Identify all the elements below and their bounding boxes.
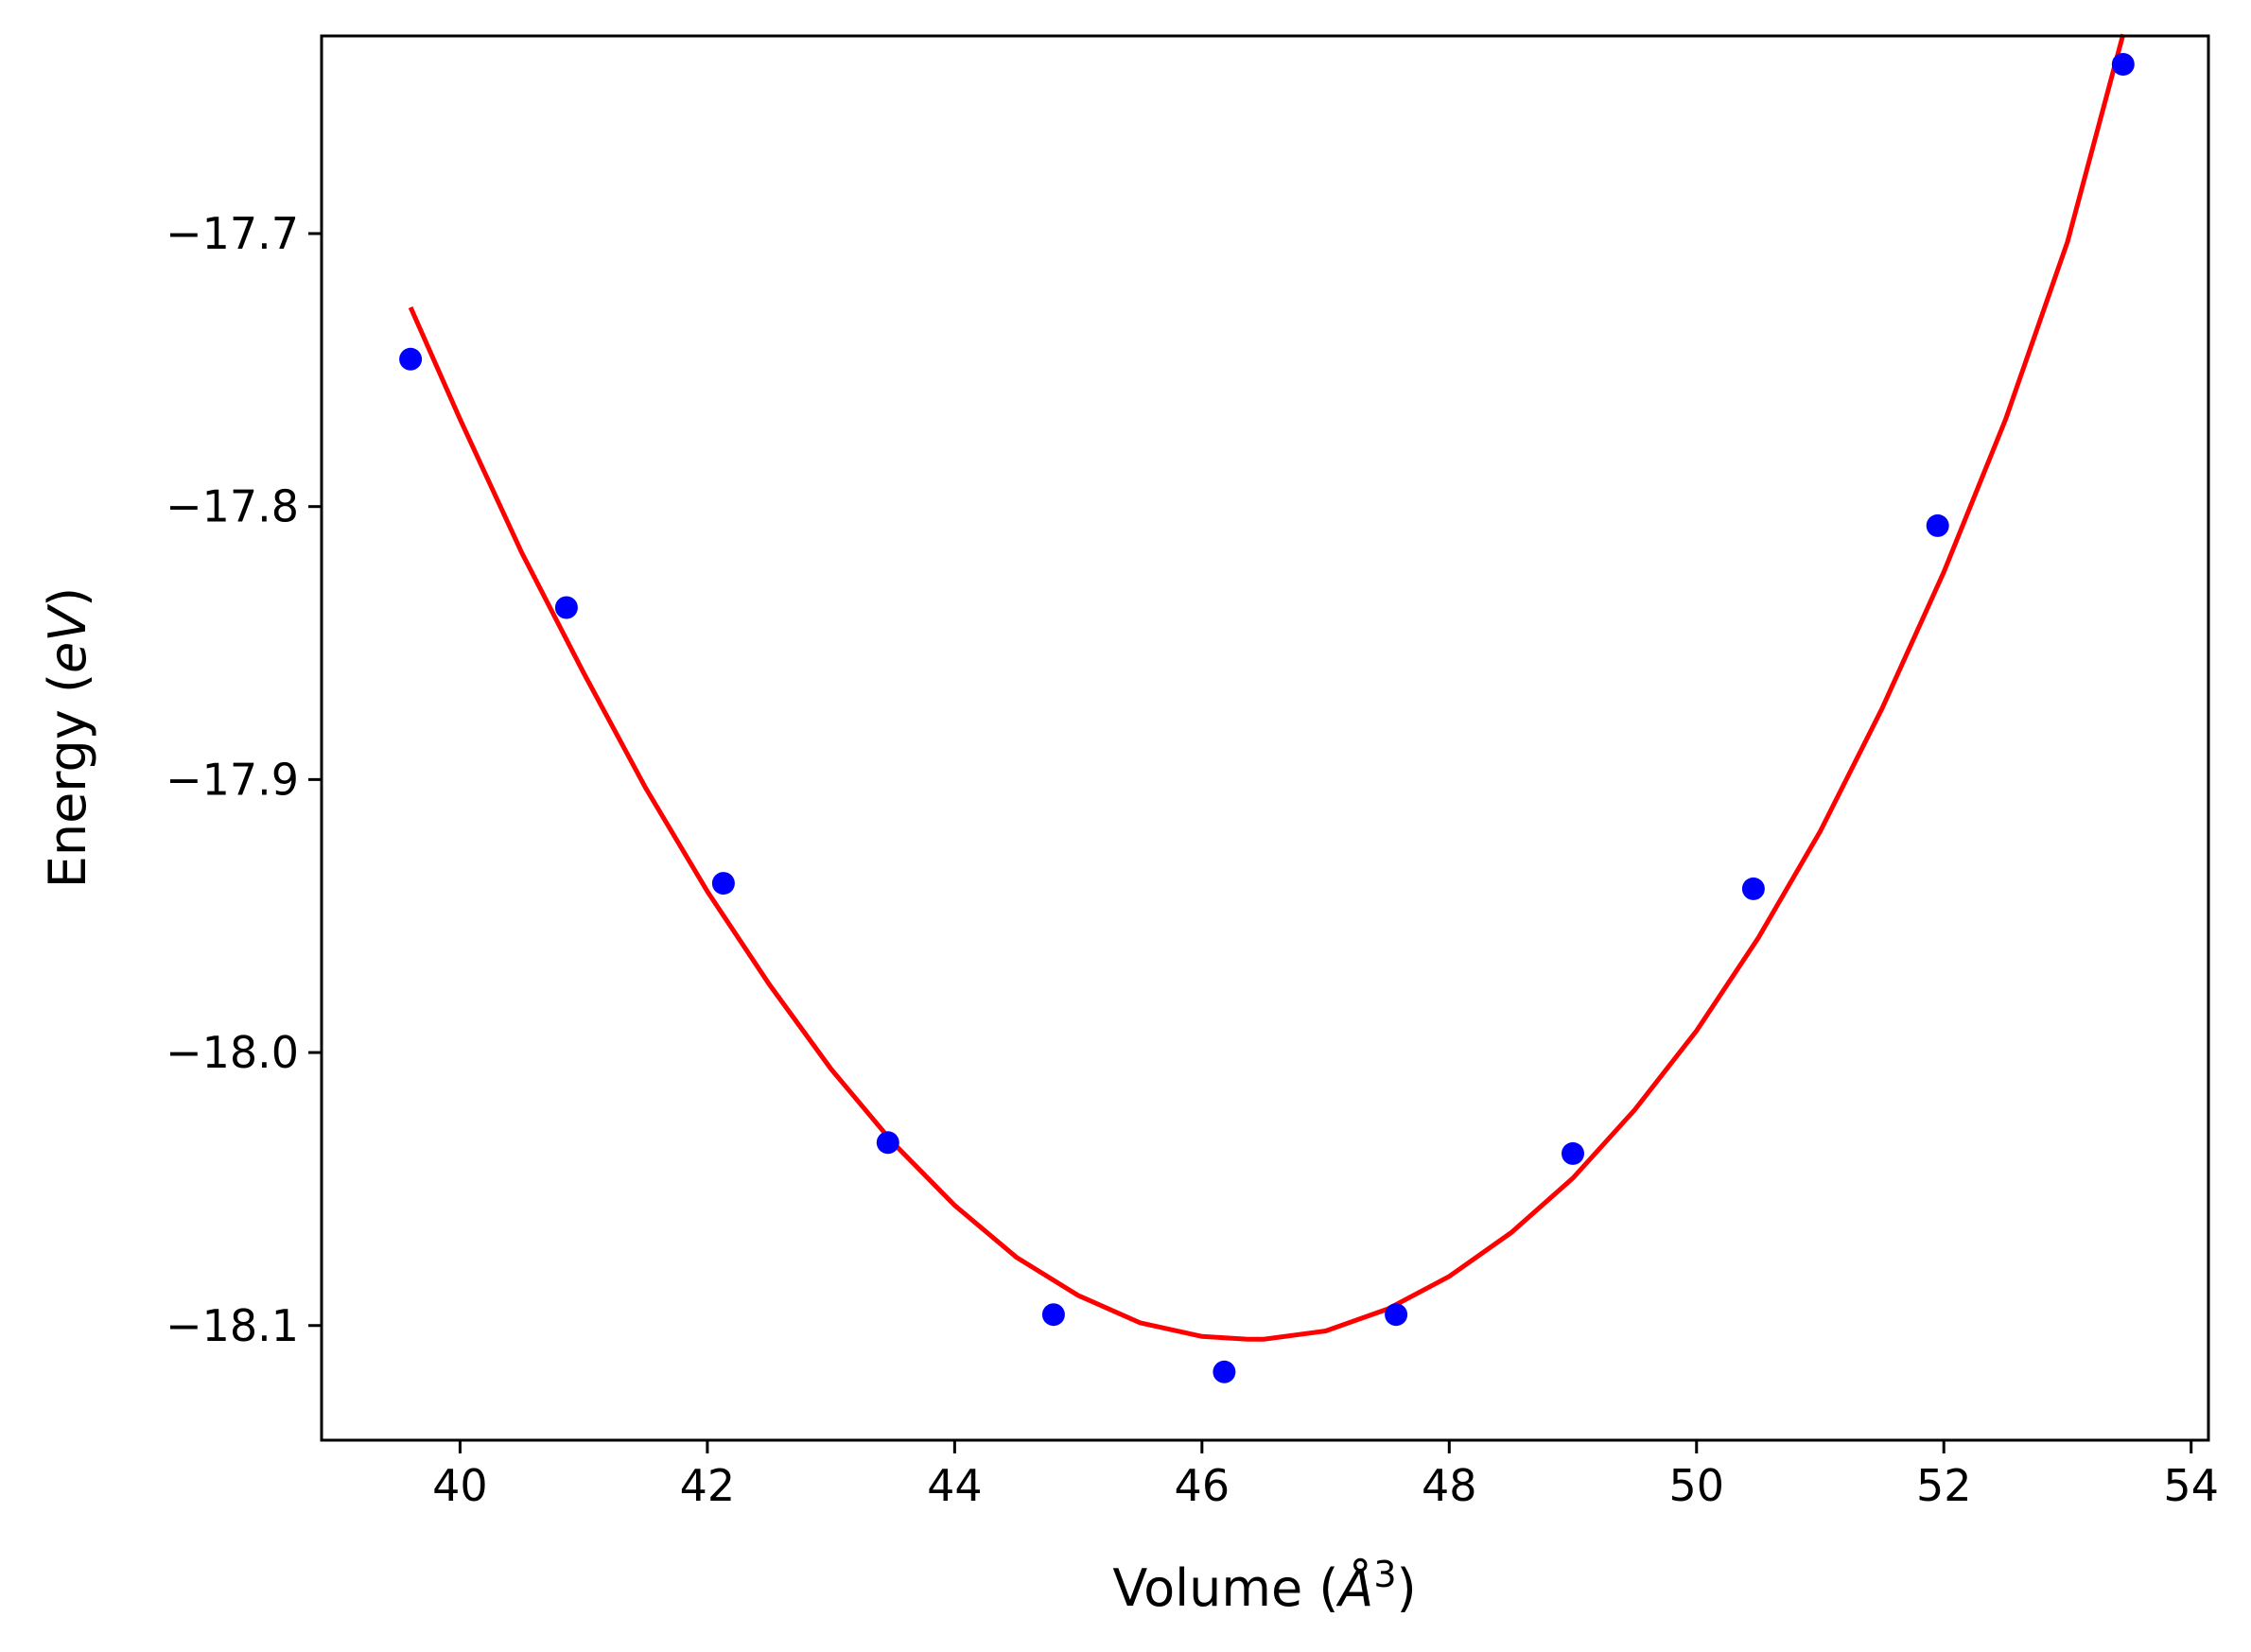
data-point: [1926, 513, 1949, 537]
plot-frame: [320, 34, 2210, 1442]
data-point: [1562, 1141, 1584, 1165]
x-tick-label: 48: [1422, 1460, 1477, 1511]
x-tick-label: 50: [1668, 1460, 1724, 1511]
y-axis-ticks: −17.7 −17.8 −17.9 −18.0 −18.1: [166, 208, 322, 1351]
data-points: [399, 53, 2135, 1383]
y-tick-label: −17.8: [166, 481, 299, 532]
x-tick-label: 40: [432, 1460, 488, 1511]
x-axis-label: Volume (Å3): [1112, 1554, 1416, 1618]
data-point: [1741, 877, 1765, 900]
x-tick-label: 42: [680, 1460, 736, 1511]
y-tick-label: −17.7: [166, 208, 299, 259]
y-tick-label: −18.0: [166, 1027, 299, 1078]
x-tick-label: 54: [2163, 1460, 2219, 1511]
data-point: [876, 1131, 899, 1155]
data-point: [2111, 53, 2135, 76]
x-tick-label: 44: [927, 1460, 983, 1511]
x-tick-label: 46: [1175, 1460, 1230, 1511]
y-tick-label: −18.1: [166, 1300, 299, 1351]
y-tick-label: −17.9: [166, 754, 299, 805]
x-tick-label: 52: [1916, 1460, 1972, 1511]
data-point: [1385, 1303, 1408, 1327]
data-point: [399, 347, 423, 371]
y-axis-label: Energy (eV): [38, 587, 97, 889]
x-axis-ticks: 40 42 44 46 48 50 52 54: [432, 1440, 2219, 1511]
data-point: [554, 596, 578, 619]
data-point: [1213, 1360, 1236, 1383]
fit-curve: [408, 33, 2126, 1342]
data-point: [1041, 1303, 1065, 1327]
data-point: [711, 872, 735, 896]
